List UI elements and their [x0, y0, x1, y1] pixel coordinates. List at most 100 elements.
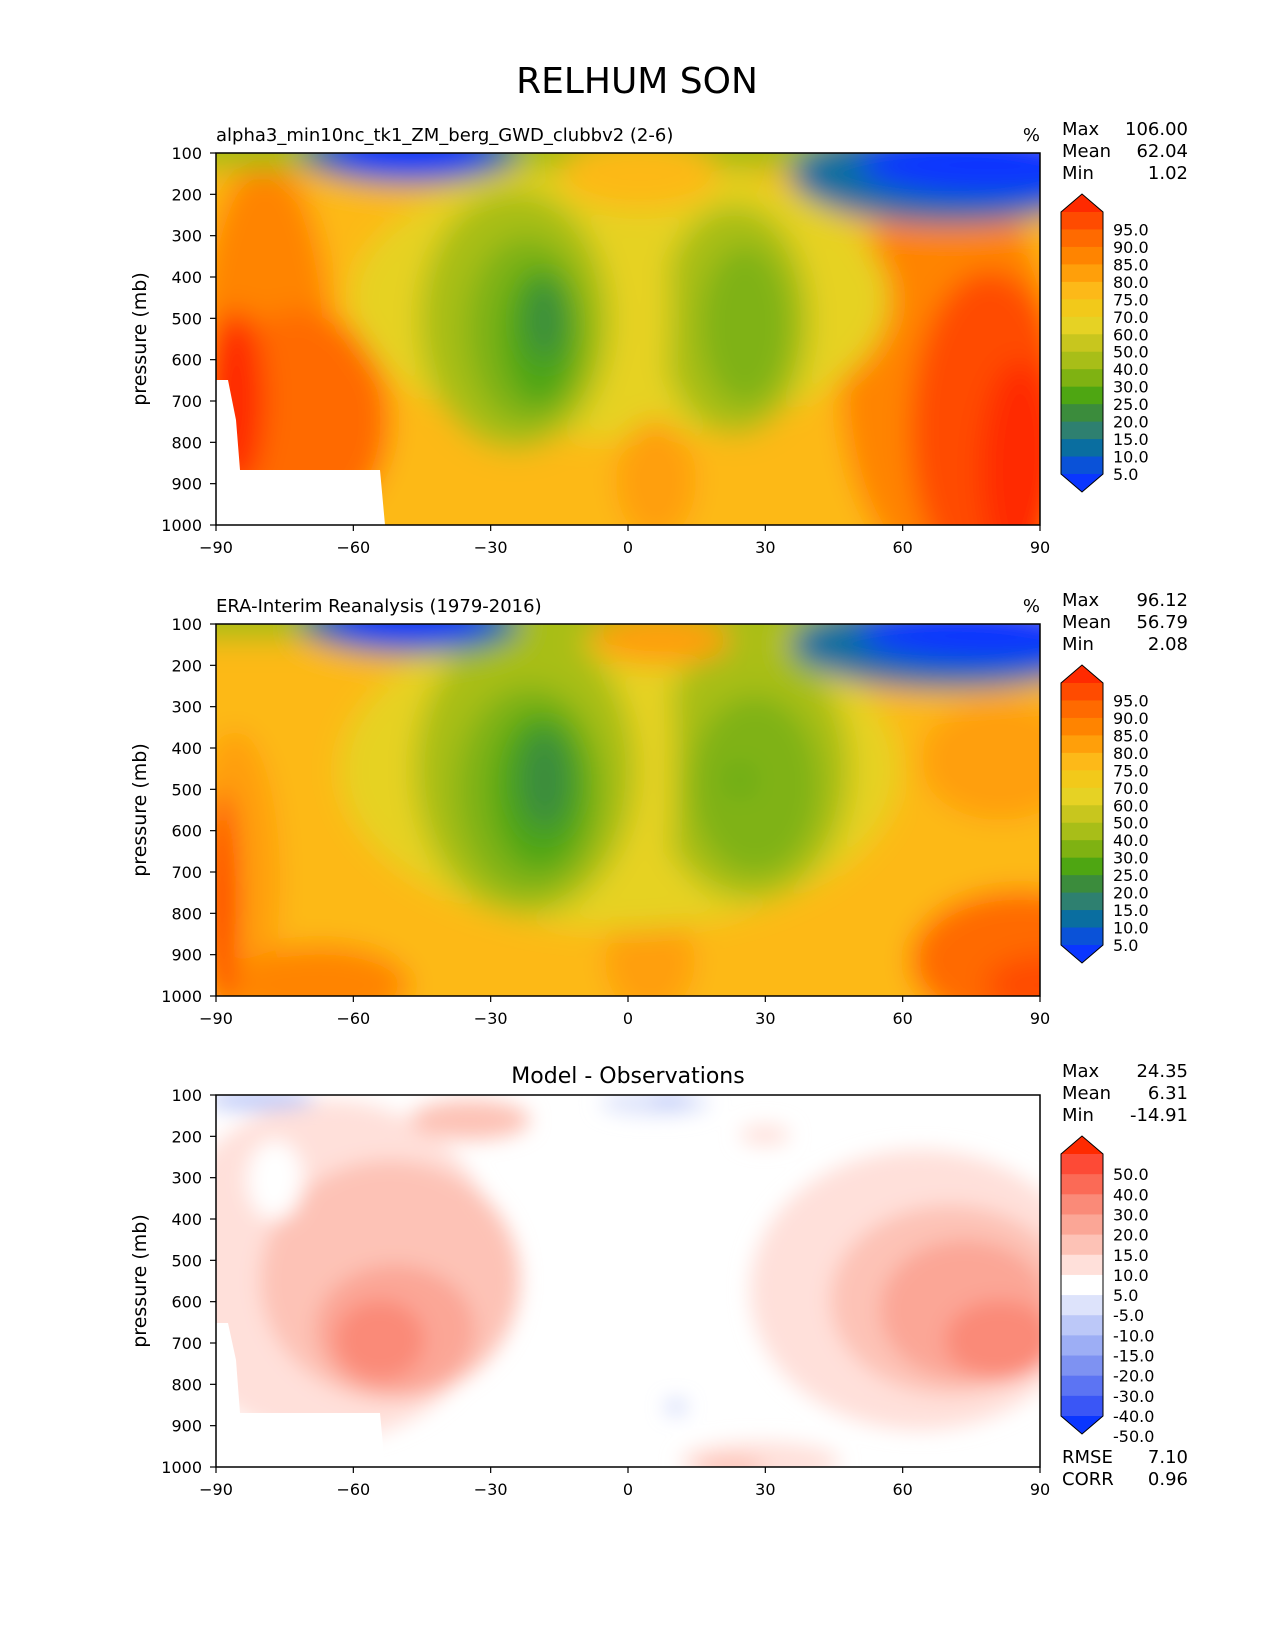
stat-label: Mean [1062, 1083, 1111, 1104]
y-tick-label: 500 [171, 1251, 202, 1270]
colorbar-swatch [1061, 700, 1103, 719]
colorbar-swatch [1061, 752, 1103, 771]
colorbar-swatch [1061, 264, 1103, 283]
x-tick-label: −90 [199, 1009, 233, 1028]
colorbar-cap-bottom [1061, 945, 1103, 963]
colorbar-label: 30.0 [1113, 1205, 1149, 1224]
units-label: % [1023, 125, 1040, 146]
colorbar-label: -15.0 [1113, 1347, 1154, 1366]
colorbar-swatch [1061, 805, 1103, 824]
colorbar-swatch [1061, 927, 1103, 946]
y-tick-label: 500 [171, 780, 202, 799]
colorbar-label: 70.0 [1113, 779, 1149, 798]
colorbar-label: 90.0 [1113, 238, 1149, 257]
colorbar-label: 5.0 [1113, 1286, 1138, 1305]
stat-value: -14.91 [1130, 1105, 1188, 1126]
colorbar-label: 80.0 [1113, 744, 1149, 763]
colorbar-outline [1060, 193, 1104, 493]
colorbar-label: 60.0 [1113, 796, 1149, 815]
colorbar-swatch [1061, 717, 1103, 736]
colorbar-label: -50.0 [1113, 1427, 1154, 1446]
y-tick-label: 1000 [161, 516, 202, 535]
colorbar-label: 95.0 [1113, 220, 1149, 239]
topography-mask [216, 1323, 385, 1467]
x-tick-label: 30 [755, 1009, 775, 1028]
colorbar-swatch [1061, 840, 1103, 859]
stat-value: 106.00 [1125, 119, 1188, 140]
colorbar-label: 40.0 [1113, 1185, 1149, 1204]
colorbar-label: 40.0 [1113, 360, 1149, 379]
colorbar-label: 20.0 [1113, 884, 1149, 903]
x-tick-label: 90 [1030, 1480, 1050, 1499]
colorbar-label: 5.0 [1113, 465, 1138, 484]
colorbar-swatch [1061, 1154, 1103, 1175]
colorbar-label: 20.0 [1113, 413, 1149, 432]
colorbar-label: 40.0 [1113, 831, 1149, 850]
colorbar-swatch [1061, 1174, 1103, 1195]
x-tick-label: 30 [755, 538, 775, 557]
colorbar-label: 90.0 [1113, 709, 1149, 728]
y-tick-label: 200 [171, 1127, 202, 1146]
y-tick-label: 400 [171, 1210, 202, 1229]
colorbar-swatch [1061, 770, 1103, 789]
colorbar-swatch [1061, 1395, 1103, 1417]
x-tick-label: 0 [623, 538, 633, 557]
colorbar-label: 10.0 [1113, 1266, 1149, 1285]
colorbar-swatch [1061, 735, 1103, 754]
colorbar-cap-top [1061, 1136, 1103, 1154]
y-tick-label: 100 [171, 144, 202, 163]
colorbar-swatch [1061, 1375, 1103, 1397]
colorbar-swatch [1061, 421, 1103, 440]
panel-difference: Model - Observations pressure (mb) −90 −6… [129, 1061, 1188, 1499]
y-tick-label: 700 [171, 863, 202, 882]
colorbar-label: 30.0 [1113, 849, 1149, 868]
y-tick-label: 700 [171, 1334, 202, 1353]
colorbar-swatch [1061, 299, 1103, 318]
y-tick-label: 300 [171, 1169, 202, 1188]
stat-label: Min [1062, 163, 1094, 184]
x-tick-label: 90 [1030, 1009, 1050, 1028]
y-tick-label: 600 [171, 1293, 202, 1312]
x-tick-label: 0 [623, 1009, 633, 1028]
stat-value: 62.04 [1136, 141, 1188, 162]
colorbar-label: 30.0 [1113, 378, 1149, 397]
colorbar-outline [1060, 664, 1104, 964]
colorbar-label: 15.0 [1113, 1246, 1149, 1265]
colorbar-label: 15.0 [1113, 430, 1149, 449]
y-axis-label: pressure (mb) [129, 1214, 151, 1348]
colorbar-swatch [1061, 246, 1103, 265]
colorbar-label: 70.0 [1113, 308, 1149, 327]
stat-label: Max [1062, 1061, 1100, 1082]
colorbar-swatch [1061, 1254, 1103, 1276]
colorbar-label: -5.0 [1113, 1306, 1144, 1325]
stat-value: 7.10 [1148, 1447, 1188, 1468]
colorbar-swatch [1061, 1274, 1103, 1296]
colorbar-swatch [1061, 1355, 1103, 1377]
colorbar-swatch [1061, 1295, 1103, 1316]
colorbar-label: 60.0 [1113, 325, 1149, 344]
x-tick-label: −30 [474, 538, 508, 557]
panel-observations: ERA-Interim Reanalysis (1979-2016) % pre… [129, 590, 1188, 1028]
colorbar-swatch [1061, 456, 1103, 475]
colorbar-swatch [1061, 1214, 1103, 1236]
units-label: % [1023, 596, 1040, 617]
colorbar-label: 85.0 [1113, 255, 1149, 274]
y-tick-label: 300 [171, 227, 202, 246]
stat-label: Min [1062, 634, 1094, 655]
y-tick-label: 200 [171, 185, 202, 204]
colorbar-swatch [1061, 1194, 1103, 1215]
y-tick-label: 400 [171, 739, 202, 758]
contour-field-difference [216, 1095, 1040, 1467]
x-tick-label: 60 [892, 1480, 912, 1499]
y-tick-label: 500 [171, 309, 202, 328]
colorbar-cap-top [1061, 665, 1103, 683]
stat-label: Max [1062, 119, 1100, 140]
colorbar-cap-bottom [1061, 1416, 1103, 1434]
colorbar-swatch [1061, 892, 1103, 911]
stat-value: 56.79 [1136, 612, 1188, 633]
colorbar-swatch [1061, 316, 1103, 335]
x-tick-label: 90 [1030, 538, 1050, 557]
y-tick-label: 100 [171, 1086, 202, 1105]
y-tick-label: 800 [171, 433, 202, 452]
